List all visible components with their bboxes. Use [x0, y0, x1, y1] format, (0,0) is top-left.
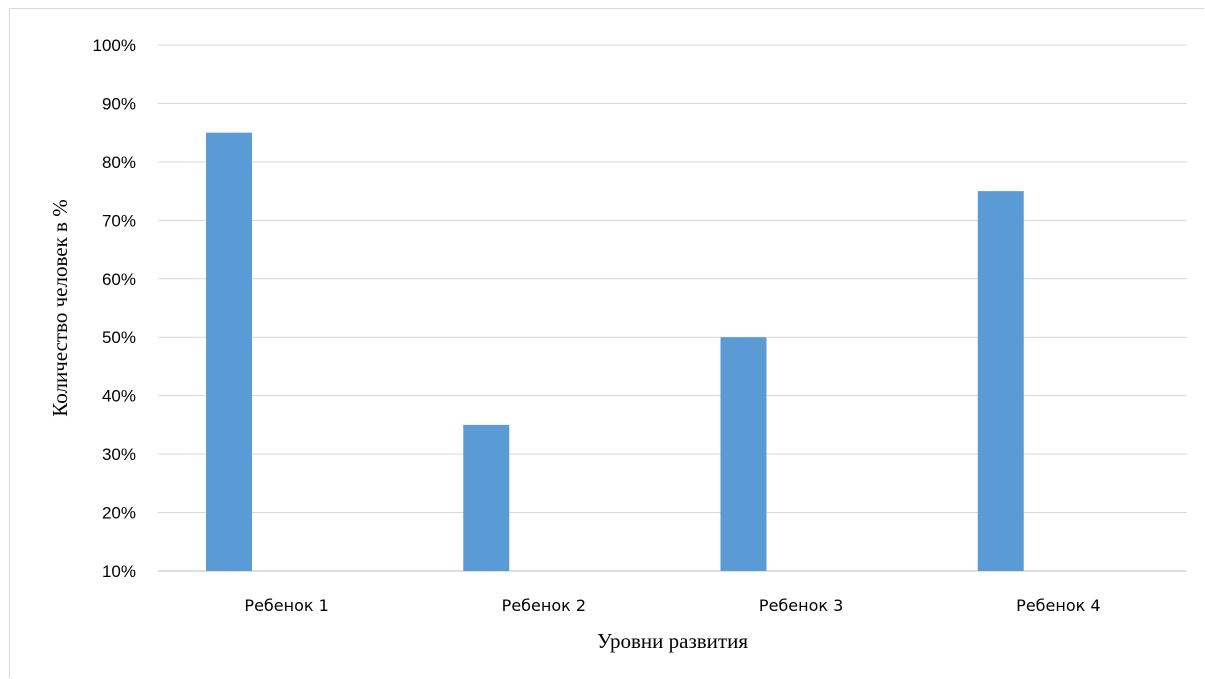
gridlines [158, 44, 1187, 572]
bar [206, 132, 252, 571]
bars [206, 132, 1024, 571]
bar [463, 424, 510, 571]
x-tick-label: Ребенок 3 [759, 596, 843, 615]
y-tick-label: 100% [93, 36, 136, 55]
y-axis-title: Количество человек в % [48, 199, 72, 416]
y-axis-tick-labels: 10% 20% 30% 40% 50% 60% 70% 80% 90% 100% [93, 36, 136, 581]
x-tick-label: Ребенок 1 [244, 596, 328, 615]
y-tick-label: 90% [102, 94, 136, 113]
y-tick-label: 60% [102, 270, 136, 289]
bar [720, 337, 767, 571]
bar [977, 191, 1024, 571]
x-axis-title: Уровни развития [597, 629, 748, 653]
x-tick-label: Ребенок 4 [1016, 596, 1100, 615]
x-axis-tick-labels: Ребенок 1 Ребенок 2 Ребенок 3 Ребенок 4 [244, 596, 1100, 615]
x-tick-label: Ребенок 2 [502, 596, 586, 615]
y-tick-label: 10% [102, 562, 136, 581]
y-tick-label: 50% [102, 328, 136, 347]
y-tick-label: 80% [102, 153, 136, 172]
y-tick-label: 20% [102, 504, 136, 523]
y-tick-label: 40% [102, 387, 136, 406]
y-tick-label: 70% [102, 211, 136, 230]
y-tick-label: 30% [102, 445, 136, 464]
